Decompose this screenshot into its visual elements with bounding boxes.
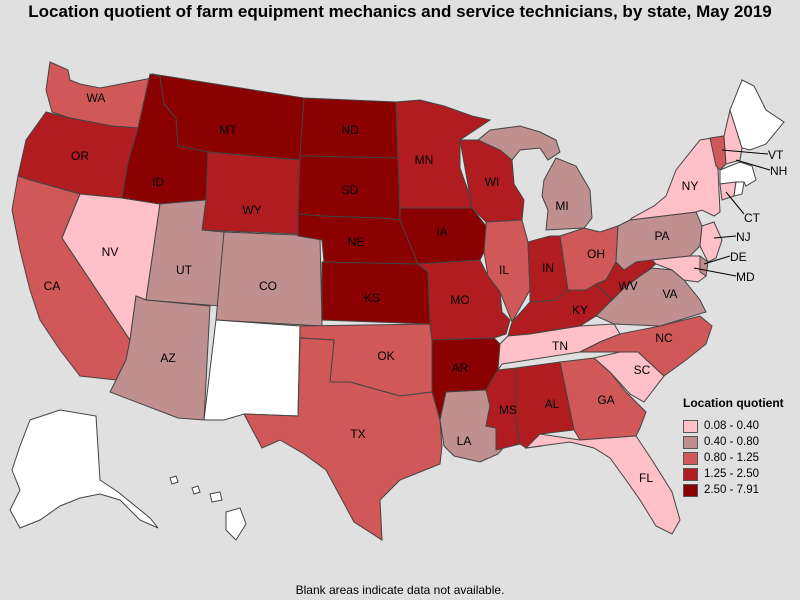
- state-label-az: AZ: [160, 351, 175, 365]
- state-label-sc: SC: [634, 363, 651, 377]
- legend-label: 2.50 - 7.91: [704, 484, 759, 496]
- state-label-nv: NV: [102, 245, 119, 259]
- state-label-in: IN: [542, 261, 554, 275]
- state-label-il: IL: [499, 263, 509, 277]
- state-label-mn: MN: [415, 153, 434, 167]
- state-label-de: DE: [730, 250, 747, 264]
- legend-label: 0.40 - 0.80: [704, 436, 759, 448]
- state-label-la: LA: [457, 434, 472, 448]
- state-hi: [191, 485, 201, 495]
- state-az: [109, 295, 211, 421]
- footnote: Blank areas indicate data not available.: [295, 583, 505, 597]
- state-hi: [225, 507, 247, 541]
- legend-item: 0.80 - 1.25: [683, 450, 798, 466]
- state-label-mo: MO: [450, 293, 469, 307]
- state-label-ut: UT: [176, 263, 193, 277]
- legend-title: Location quotient: [683, 396, 784, 410]
- legend-label: 1.25 - 2.50: [704, 468, 759, 480]
- state-mo: [416, 259, 511, 341]
- state-label-co: CO: [259, 279, 277, 293]
- state-mn: [395, 99, 492, 209]
- legend: Location quotient 0.08 - 0.40 0.40 - 0.8…: [683, 396, 798, 498]
- state-nj: [699, 221, 723, 263]
- state-label-nd: ND: [341, 123, 359, 137]
- state-label-tx: TX: [350, 427, 365, 441]
- state-me: [729, 79, 785, 151]
- state-label-va: VA: [662, 287, 677, 301]
- state-label-nh: NH: [770, 164, 787, 178]
- state-ct: [719, 181, 737, 201]
- state-label-id: ID: [152, 175, 164, 189]
- state-md: [650, 255, 707, 283]
- state-label-pa: PA: [654, 229, 669, 243]
- legend-item: 1.25 - 2.50: [683, 466, 798, 482]
- legend-swatch: [683, 451, 698, 465]
- state-label-wv: WV: [618, 279, 637, 293]
- state-label-nc: NC: [655, 331, 673, 345]
- state-vt: [709, 135, 727, 171]
- legend-swatch: [683, 483, 698, 497]
- state-label-wa: WA: [87, 91, 106, 105]
- state-hi: [169, 475, 179, 485]
- legend-swatch: [683, 467, 698, 481]
- state-label-md: MD: [736, 270, 755, 284]
- state-tx: [243, 337, 443, 541]
- state-label-wi: WI: [485, 175, 500, 189]
- state-label-wy: WY: [242, 203, 261, 217]
- state-mi: [477, 125, 561, 161]
- state-label-ms: MS: [499, 403, 517, 417]
- state-label-ca: CA: [44, 279, 61, 293]
- state-ri: [733, 181, 745, 197]
- state-label-ga: GA: [597, 393, 614, 407]
- map-title: Location quotient of farm equipment mech…: [28, 2, 772, 21]
- state-mi: [541, 157, 593, 231]
- state-label-ia: IA: [436, 225, 447, 239]
- state-label-ne: NE: [348, 235, 365, 249]
- legend-label: 0.08 - 0.40: [704, 420, 759, 432]
- state-il: [483, 219, 531, 324]
- legend-item: 0.40 - 0.80: [683, 434, 798, 450]
- state-label-fl: FL: [639, 471, 653, 485]
- state-label-oh: OH: [587, 247, 605, 261]
- state-ak: [9, 409, 159, 529]
- state-label-nj: NJ: [736, 230, 751, 244]
- state-label-ky: KY: [572, 303, 588, 317]
- legend-swatch: [683, 435, 698, 449]
- state-wy: [201, 151, 301, 235]
- state-label-mt: MT: [219, 123, 237, 137]
- state-nc: [579, 315, 713, 377]
- state-label-ks: KS: [364, 291, 380, 305]
- legend-swatch: [683, 419, 698, 433]
- state-hi: [209, 491, 223, 503]
- state-label-al: AL: [545, 397, 560, 411]
- state-label-ct: CT: [744, 211, 761, 225]
- state-label-vt: VT: [768, 148, 784, 162]
- legend-label: 0.80 - 1.25: [704, 452, 759, 464]
- legend-item: 2.50 - 7.91: [683, 482, 798, 498]
- state-label-ar: AR: [452, 361, 469, 375]
- state-label-tn: TN: [552, 339, 568, 353]
- state-ny: [628, 137, 721, 221]
- state-label-sd: SD: [342, 183, 359, 197]
- state-label-ny: NY: [682, 179, 699, 193]
- state-label-ok: OK: [377, 349, 394, 363]
- state-fl: [524, 433, 681, 535]
- legend-item: 0.08 - 0.40: [683, 418, 798, 434]
- state-nm: [203, 319, 301, 421]
- state-label-or: OR: [71, 149, 89, 163]
- state-label-mi: MI: [555, 199, 568, 213]
